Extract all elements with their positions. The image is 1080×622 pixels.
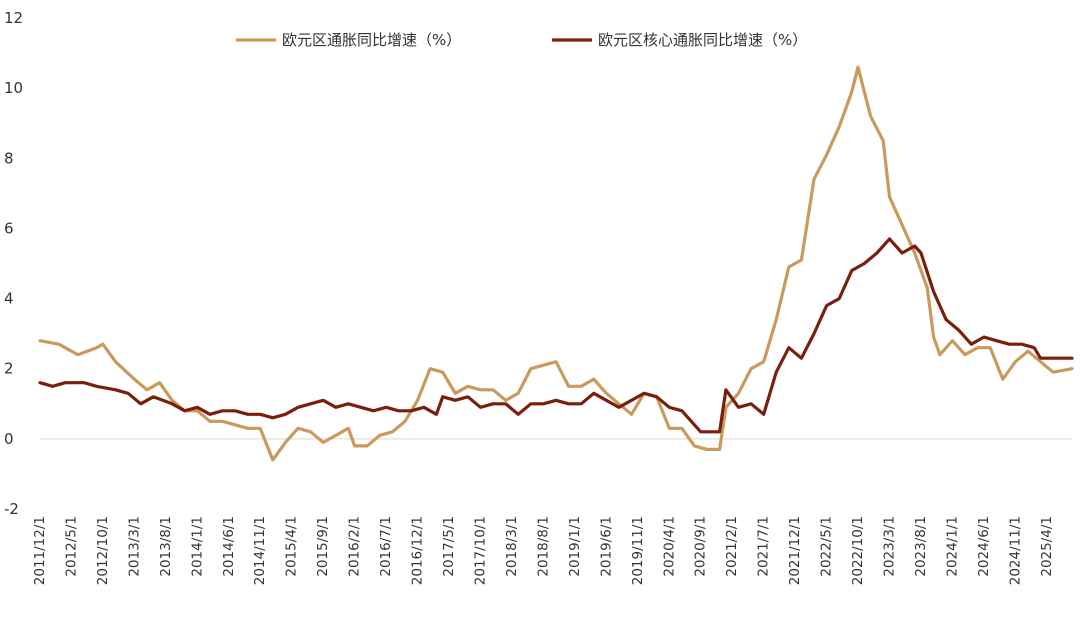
y-tick-label: 6 xyxy=(4,219,14,237)
x-tick-label: 2022/10/1 xyxy=(850,516,866,585)
x-tick-label: 2018/3/1 xyxy=(504,516,520,577)
x-tick-label: 2014/6/1 xyxy=(221,516,237,577)
x-tick-label: 2021/2/1 xyxy=(724,516,740,577)
legend-label: 欧元区核心通胀同比增速（%） xyxy=(598,31,807,49)
y-tick-label: -2 xyxy=(4,500,19,518)
x-tick-label: 2012/5/1 xyxy=(63,516,79,577)
series-lines xyxy=(38,65,1074,462)
x-tick-label: 2016/12/1 xyxy=(410,516,426,585)
x-tick-label: 2015/9/1 xyxy=(315,516,331,577)
x-tick-label: 2015/4/1 xyxy=(284,516,300,577)
x-tick-label: 2016/2/1 xyxy=(347,516,363,577)
x-tick-label: 2012/10/1 xyxy=(95,516,111,585)
x-tick-label: 2025/4/1 xyxy=(1039,516,1055,577)
x-tick-label: 2018/8/1 xyxy=(535,516,551,577)
x-tick-label: 2019/11/1 xyxy=(630,516,646,585)
x-tick-label: 2017/10/1 xyxy=(472,516,488,585)
y-axis-tick-labels: -2 0 2 4 6 8 10 12 xyxy=(4,9,23,518)
x-tick-label: 2021/12/1 xyxy=(787,516,803,585)
x-tick-label: 2017/5/1 xyxy=(441,516,457,577)
y-tick-label: 0 xyxy=(4,430,14,448)
x-tick-label: 2013/3/1 xyxy=(126,516,142,577)
x-tick-label: 2013/8/1 xyxy=(158,516,174,577)
legend-label: 欧元区通胀同比增速（%） xyxy=(282,31,461,49)
x-tick-label: 2021/7/1 xyxy=(756,516,772,577)
x-tick-label: 2022/5/1 xyxy=(819,516,835,577)
x-tick-label: 2019/6/1 xyxy=(598,516,614,577)
y-tick-label: 12 xyxy=(4,9,23,27)
x-tick-label: 2011/12/1 xyxy=(32,516,48,585)
y-tick-label: 10 xyxy=(4,79,23,97)
x-tick-label: 2014/1/1 xyxy=(189,516,205,577)
x-tick-label: 2014/11/1 xyxy=(252,516,268,585)
x-tick-label: 2024/6/1 xyxy=(976,516,992,577)
x-tick-label: 2023/3/1 xyxy=(882,516,898,577)
legend: 欧元区通胀同比增速（%） 欧元区核心通胀同比增速（%） xyxy=(236,31,807,49)
headline-inflation-line xyxy=(38,65,1074,462)
x-tick-label: 2024/1/1 xyxy=(944,516,960,577)
y-tick-label: 4 xyxy=(4,290,14,308)
x-tick-label: 2023/8/1 xyxy=(913,516,929,577)
x-tick-label: 2024/11/1 xyxy=(1007,516,1023,585)
x-tick-label: 2016/7/1 xyxy=(378,516,394,577)
x-tick-label: 2019/1/1 xyxy=(567,516,583,577)
core-inflation-line xyxy=(38,237,1074,434)
y-tick-label: 8 xyxy=(4,149,14,167)
y-tick-label: 2 xyxy=(4,360,14,378)
x-tick-label: 2020/4/1 xyxy=(661,516,677,577)
x-axis-tick-labels: 2011/12/1 2012/5/1 2012/10/1 2013/3/1 2013/8… xyxy=(32,516,1055,585)
x-tick-label: 2020/9/1 xyxy=(693,516,709,577)
